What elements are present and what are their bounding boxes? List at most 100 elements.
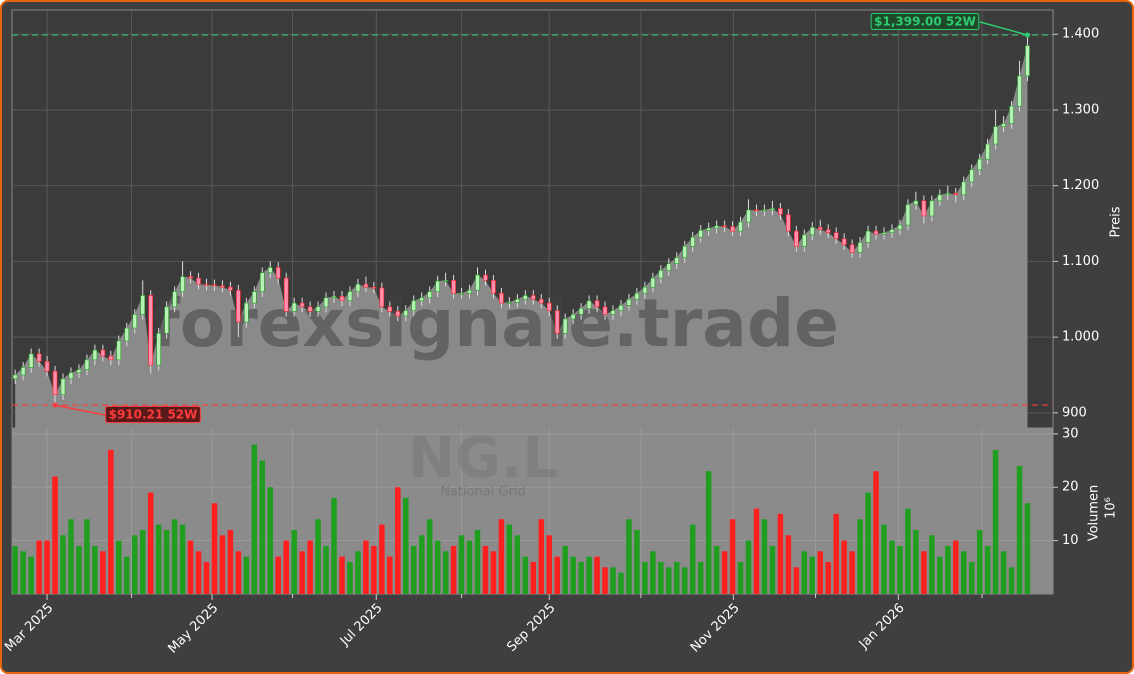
candle-body [220,285,225,288]
volume-bar [745,540,752,594]
volume-bar [960,551,967,594]
volume-bar [562,545,568,594]
volume-bar [227,529,234,594]
volume-bar [60,535,66,594]
candle-body [897,224,903,230]
candle-body [889,229,895,233]
volume-bar [968,561,975,594]
candle-body [252,291,257,304]
volume-bar [1016,465,1023,594]
volume-bar [626,519,632,594]
company-watermark: National Grid [440,485,526,500]
candle-body [794,230,799,247]
y-tick-label: 1.100 [1062,254,1099,269]
volume-bar [889,540,895,594]
candle-body [706,227,711,231]
volume-bar [793,567,800,594]
annotation-box [105,406,201,423]
candle-body [722,225,727,228]
volume-bar [897,545,903,594]
candle-body [283,277,289,312]
volume-bar [650,551,656,594]
volume-bar [921,551,927,594]
volume-bar [299,551,305,594]
volume-bar [618,572,624,594]
volume-bar [195,551,202,594]
candle-body [562,318,568,334]
volume-bar [873,471,879,594]
candle-body [714,225,719,229]
volume-bar [315,519,321,594]
volume-bar [769,545,776,594]
volume-bar [163,529,170,594]
volume-bar [658,561,664,594]
candle-body [172,291,177,308]
candle-body [754,209,759,212]
volume-bar [307,540,313,594]
volume-bar [219,535,226,594]
candle-body [132,314,138,329]
volume-bar [68,519,74,594]
volume-bar [379,524,385,594]
candle-body [586,300,592,309]
annotation-arrow [54,404,106,416]
volume-bar [857,519,863,594]
volume-bar [418,535,425,594]
volume-bar [681,567,688,594]
watermark: forexsignale.trade [151,285,839,362]
volume-bar [235,551,242,594]
volume-bar [187,540,194,594]
volume-bar [801,551,808,594]
candle-body [690,236,696,247]
candle-body [626,298,632,306]
volume-bar [729,519,736,594]
annotation-arrowhead [1024,32,1030,38]
candle-body [212,284,217,287]
volume-bar [395,487,401,594]
candle-body [674,257,680,264]
candle-body [355,283,361,292]
candle-body [849,244,855,253]
volume-bar [124,556,130,594]
volume-bar [833,513,839,594]
candle-body [499,292,504,304]
candle-body [116,340,122,361]
volume-bar [506,524,513,594]
candle-body [339,295,345,302]
volume-bar [817,551,823,594]
x-tick-label: May 2025 [165,601,221,657]
candle-body [44,361,50,372]
volume-bar [984,545,991,594]
candle-body [523,295,528,300]
y-tick-label: 1.200 [1062,178,1099,193]
volume-bar [570,556,576,594]
volume-bar [697,561,704,594]
annotation-label: $910.21 52W [109,408,198,422]
annotation-box [870,13,980,30]
candle-body [786,214,791,232]
candle-body [60,378,66,395]
candle-body [921,200,927,217]
annotation-arrowhead [52,402,58,408]
candle-body [140,295,146,315]
candle-body [929,200,935,217]
y-tick-label: 1.300 [1062,102,1099,117]
volume-bar [761,519,768,594]
x-tick-label: Jan 2026 [856,601,908,653]
volume-bar [913,529,919,594]
candle-body [299,302,305,308]
volume-bar [945,545,951,594]
volume-bar [825,561,831,594]
volume-bar [785,535,792,594]
volume-bar [586,556,592,594]
volume-bar [171,519,178,594]
volume-bar [92,545,98,594]
y-tick-label: 20 [1062,480,1079,495]
candle-body [236,289,241,323]
candle-body [610,310,616,315]
x-tick-label: Jul 2025 [337,601,386,650]
candle-body [491,280,496,294]
volume-bar [20,551,26,594]
candle-body [977,158,982,171]
candle-body [196,277,201,285]
